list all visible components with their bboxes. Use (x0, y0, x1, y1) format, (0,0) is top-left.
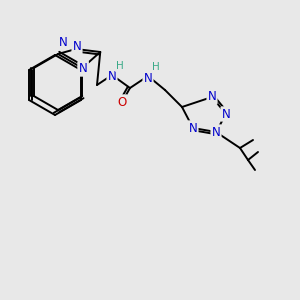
Text: N: N (144, 71, 152, 85)
Text: H: H (116, 61, 124, 71)
Text: N: N (208, 91, 216, 103)
Text: O: O (117, 95, 127, 109)
Text: N: N (79, 62, 87, 76)
Text: N: N (189, 122, 197, 134)
Text: H: H (152, 62, 160, 72)
Text: N: N (222, 107, 230, 121)
Text: N: N (108, 70, 116, 83)
Text: N: N (79, 61, 88, 74)
Text: N: N (212, 125, 220, 139)
Text: N: N (73, 40, 81, 53)
Text: N: N (58, 35, 68, 49)
